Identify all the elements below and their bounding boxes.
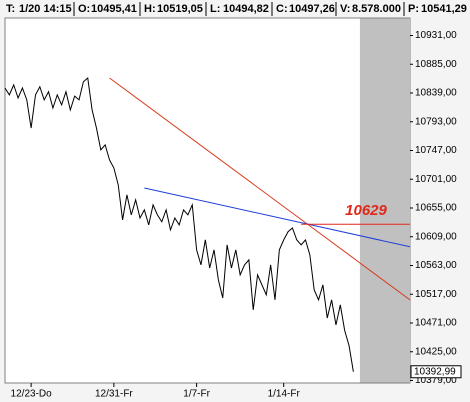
header-value: 10519,05: [157, 3, 203, 15]
y-tick-label: 10425,00: [415, 346, 457, 357]
header-value: 10494,82: [223, 3, 269, 15]
y-tick-label: 10931,00: [415, 30, 457, 41]
header-label: P:: [408, 3, 419, 15]
header-label: O:: [78, 3, 90, 15]
y-tick-label: 10793,00: [415, 116, 457, 127]
header-value: 10541,29: [421, 3, 467, 15]
header-label: L:: [210, 3, 220, 15]
trend-line: [109, 77, 411, 301]
price-line: [4, 77, 354, 372]
y-tick-label: 10747,00: [415, 145, 457, 156]
header-label: V:: [340, 3, 350, 15]
y-tick-label: 10471,00: [415, 318, 457, 329]
header-value: 8.578.000: [352, 3, 401, 15]
y-tick-label: 10839,00: [415, 88, 457, 99]
y-tick-label: 10655,00: [415, 203, 457, 214]
level-label: 10629: [345, 202, 387, 219]
x-tick-label: 1/7-Fr: [183, 389, 210, 400]
y-tick-label: 10517,00: [415, 289, 457, 300]
y-tick-label: 10885,00: [415, 59, 457, 70]
last-price-box: [410, 365, 462, 379]
x-tick-label: 12/31-Fr: [95, 389, 133, 400]
trend-line: [144, 187, 411, 248]
y-tick-label: 10701,00: [415, 174, 457, 185]
header-value: 1/20 14:15: [19, 3, 72, 15]
y-tick-label: 10609,00: [415, 231, 457, 242]
header-label: T:: [6, 3, 15, 15]
header-label: C:: [276, 3, 288, 15]
header-value: 10497,26: [289, 3, 335, 15]
x-tick-label: 1/14-Fr: [268, 389, 301, 400]
x-tick-label: 12/23-Do: [11, 389, 53, 400]
header-value: 10495,41: [91, 3, 137, 15]
y-tick-label: 10379,00: [415, 375, 457, 386]
header-label: H:: [144, 3, 156, 15]
y-tick-label: 10563,00: [415, 260, 457, 271]
plot-area: [4, 17, 411, 384]
shaded-region: [359, 18, 410, 383]
last-price-label: 10392,99: [414, 366, 456, 377]
